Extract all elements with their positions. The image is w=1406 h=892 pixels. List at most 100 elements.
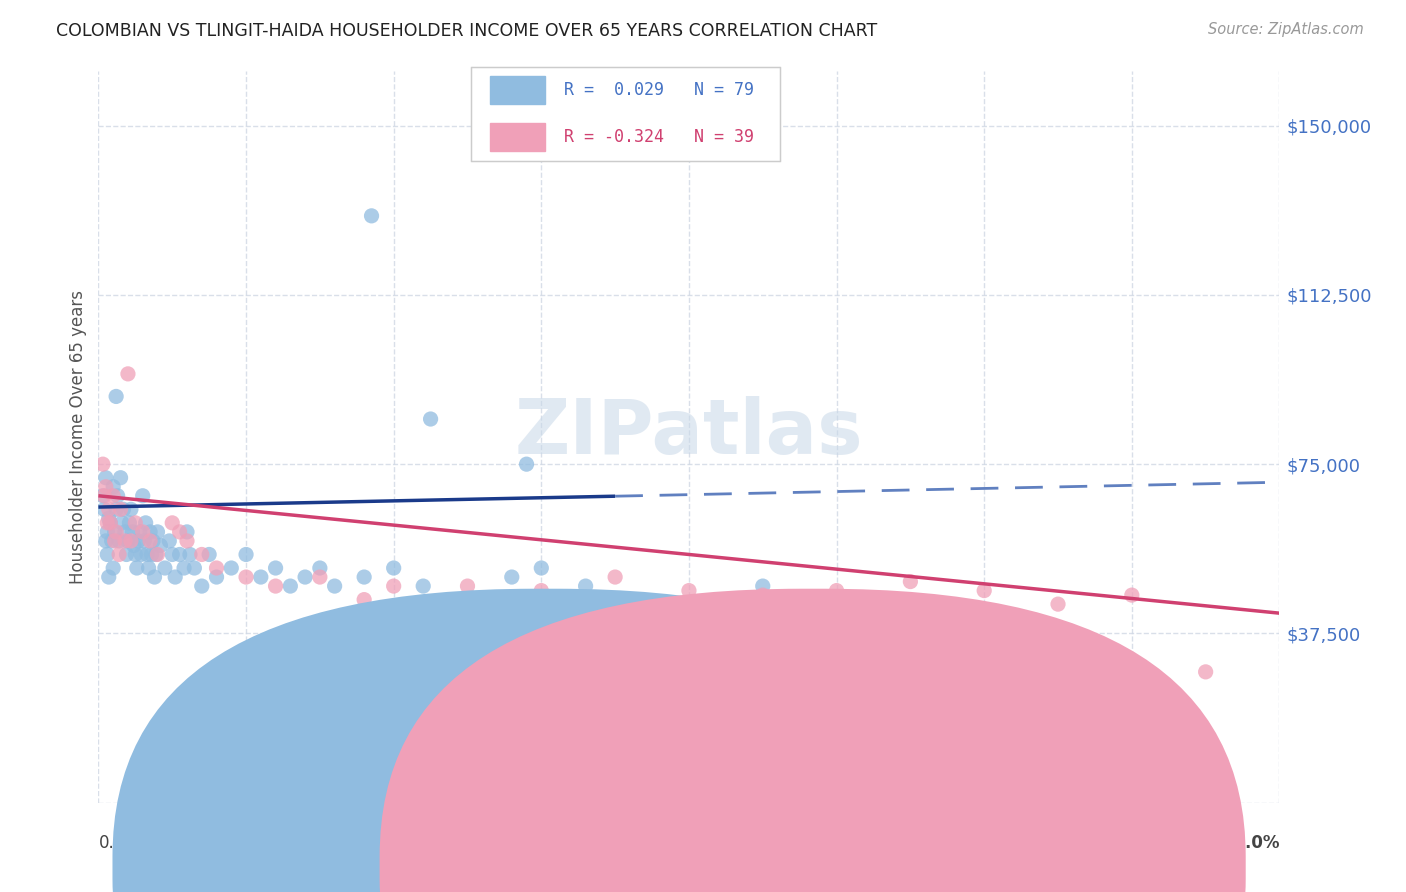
Point (751, 588, 773, 602)
Point (678, 583, 700, 598)
Point (145, 548, 167, 562)
Point (127, 533, 149, 548)
Point (323, 579, 346, 593)
Point (94, 480, 117, 494)
Point (103, 561, 125, 575)
Point (128, 524, 150, 539)
Point (191, 579, 214, 593)
Point (124, 516, 146, 530)
Point (91, 489, 114, 503)
Point (120, 502, 142, 516)
Point (1195, 665, 1218, 679)
Point (142, 533, 165, 548)
Point (132, 489, 155, 503)
Point (114, 533, 136, 548)
Point (149, 538, 172, 552)
Point (309, 570, 332, 584)
Point (183, 561, 205, 575)
Point (94, 471, 117, 485)
Text: 80.0%: 80.0% (1222, 834, 1279, 852)
Point (456, 579, 478, 593)
Point (134, 533, 156, 548)
Point (382, 579, 405, 593)
Point (105, 502, 128, 516)
Point (419, 412, 441, 426)
Point (973, 583, 995, 598)
Point (235, 548, 257, 562)
Text: Source: ZipAtlas.com: Source: ZipAtlas.com (1208, 22, 1364, 37)
Point (678, 606, 700, 620)
Point (108, 548, 131, 562)
Point (412, 579, 434, 593)
Point (456, 592, 478, 607)
Bar (489, 77, 546, 104)
Point (91, 457, 114, 471)
Text: Tlingit-Haida: Tlingit-Haida (835, 859, 941, 877)
Point (205, 561, 228, 575)
Point (94, 533, 117, 548)
Point (139, 533, 162, 548)
Point (353, 592, 375, 607)
Point (205, 570, 228, 584)
Point (93, 502, 115, 516)
Point (97, 502, 120, 516)
Point (129, 548, 152, 562)
Point (115, 548, 138, 562)
Point (143, 570, 166, 584)
Point (169, 524, 191, 539)
Point (138, 561, 160, 575)
Point (516, 457, 538, 471)
Point (157, 533, 180, 548)
Point (121, 524, 143, 539)
Point (153, 561, 176, 575)
Point (105, 389, 128, 403)
Point (103, 489, 125, 503)
Point (751, 579, 773, 593)
Text: R = -0.324   N = 39: R = -0.324 N = 39 (564, 128, 754, 146)
Point (530, 583, 553, 598)
Point (96, 524, 118, 539)
Point (93, 489, 115, 503)
Point (117, 533, 139, 548)
Point (111, 516, 134, 530)
Point (97, 570, 120, 584)
Point (173, 561, 195, 575)
Point (574, 579, 596, 593)
Y-axis label: Householder Income Over 65 years: Householder Income Over 65 years (69, 290, 87, 584)
Point (110, 471, 132, 485)
Text: COLOMBIAN VS TLINGIT-HAIDA HOUSEHOLDER INCOME OVER 65 YEARS CORRELATION CHART: COLOMBIAN VS TLINGIT-HAIDA HOUSEHOLDER I… (56, 22, 877, 40)
Point (146, 548, 169, 562)
Point (135, 516, 157, 530)
Point (103, 480, 125, 494)
Point (176, 533, 198, 548)
Point (110, 502, 132, 516)
Point (294, 570, 316, 584)
Point (105, 524, 128, 539)
Point (198, 548, 221, 562)
Point (100, 533, 122, 548)
Point (900, 574, 922, 589)
Text: ZIPatlas: ZIPatlas (515, 395, 863, 469)
Point (162, 548, 183, 562)
Point (191, 548, 214, 562)
Point (114, 524, 136, 539)
Point (125, 561, 148, 575)
Text: 0.0%: 0.0% (98, 834, 141, 852)
Point (97, 511, 120, 525)
Point (96, 516, 118, 530)
Point (825, 583, 848, 598)
Point (107, 489, 129, 503)
Point (122, 538, 145, 552)
Bar (489, 123, 546, 152)
Text: Colombians: Colombians (568, 859, 665, 877)
Point (176, 524, 198, 539)
Point (278, 579, 302, 593)
Point (264, 579, 287, 593)
Point (619, 592, 641, 607)
Point (136, 548, 159, 562)
Point (825, 592, 848, 607)
Point (104, 524, 127, 539)
Point (96, 548, 118, 562)
Point (382, 561, 405, 575)
Point (501, 570, 523, 584)
